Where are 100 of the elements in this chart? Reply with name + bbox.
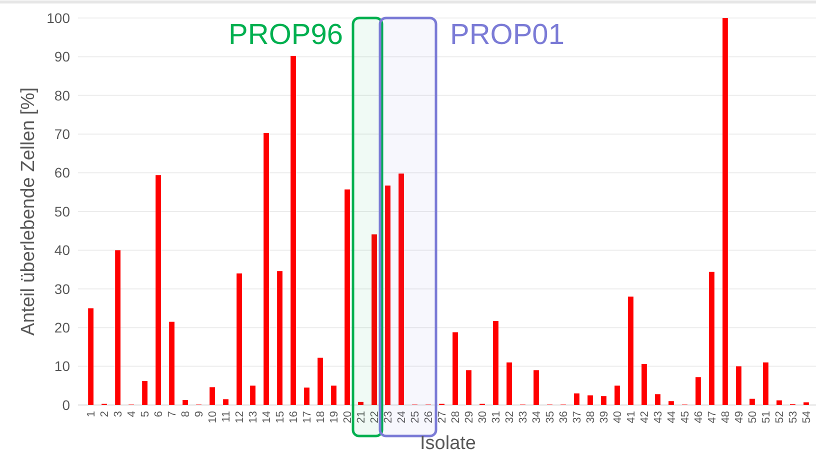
- bar: [804, 402, 809, 405]
- bar: [331, 386, 336, 405]
- bar: [264, 132, 269, 405]
- x-tick-label: 4: [126, 411, 138, 418]
- bar: [601, 396, 606, 405]
- y-tick-label: 30: [54, 280, 70, 297]
- bar: [574, 393, 580, 405]
- x-tick-label: 45: [680, 411, 692, 424]
- x-tick-label: 14: [261, 411, 274, 424]
- y-tick-label: 90: [54, 48, 70, 65]
- x-tick-label: 32: [504, 411, 516, 424]
- x-tick-label: 9: [194, 411, 206, 418]
- bar: [156, 175, 161, 405]
- y-tick-label: 10: [54, 358, 70, 374]
- x-tick-label: 29: [464, 411, 476, 424]
- x-tick-label: 19: [328, 411, 341, 424]
- x-tick-label: 3: [112, 411, 125, 418]
- x-tick-label: 5: [140, 411, 152, 418]
- x-tick-label: 38: [585, 411, 598, 424]
- x-tick-label: 50: [747, 411, 760, 424]
- bar: [452, 332, 458, 405]
- bar: [655, 394, 660, 405]
- x-tick-label: 46: [693, 411, 706, 424]
- x-tick-label: 28: [450, 411, 462, 424]
- x-tick-label: 22: [369, 411, 382, 424]
- x-tick-label: 7: [166, 411, 179, 418]
- x-tick-label: 34: [531, 411, 544, 424]
- x-tick-label: 20: [342, 411, 354, 424]
- bar: [493, 321, 498, 405]
- y-axis-title: Anteil überlebende Zellen [%]: [18, 87, 39, 336]
- x-tick-label: 11: [220, 411, 233, 422]
- x-tick-label: 8: [180, 411, 192, 418]
- bar: [304, 388, 310, 405]
- x-tick-label: 48: [720, 411, 732, 424]
- x-tick-label: 49: [734, 411, 746, 424]
- x-tick-label: 43: [652, 411, 665, 424]
- bar: [236, 273, 242, 405]
- bar: [763, 362, 768, 405]
- y-tick-label: 70: [54, 126, 70, 142]
- x-tick-label: 54: [801, 411, 814, 424]
- x-tick-label: 47: [706, 411, 719, 424]
- bar: [736, 366, 742, 405]
- bar: [750, 398, 755, 405]
- x-tick-label: 15: [274, 411, 287, 424]
- x-tick-label: 25: [410, 411, 422, 424]
- x-tick-label: 37: [572, 411, 584, 424]
- x-tick-label: 40: [612, 411, 624, 424]
- bar: [290, 56, 296, 405]
- bar: [709, 272, 714, 405]
- x-tick-label: 21: [356, 411, 368, 424]
- bar: [614, 386, 620, 405]
- bar: [318, 358, 323, 405]
- bar: [534, 370, 539, 405]
- x-tick-label: 42: [639, 411, 652, 424]
- bar: [223, 399, 228, 405]
- bar: [169, 322, 174, 405]
- x-tick-label: 2: [99, 411, 112, 418]
- y-tick-label: 20: [54, 320, 70, 336]
- x-tick-label: 51: [760, 411, 773, 424]
- x-tick-label: 13: [248, 411, 260, 424]
- x-tick-label: 52: [774, 411, 786, 424]
- x-tick-label: 33: [518, 411, 530, 424]
- bar: [210, 387, 215, 405]
- bar: [358, 402, 364, 405]
- bar: [696, 377, 701, 405]
- band-label: PROP01: [450, 19, 564, 51]
- x-tick-label: 23: [382, 411, 395, 424]
- x-tick-label: 6: [153, 411, 166, 418]
- bar: [277, 271, 282, 405]
- x-tick-label: 41: [626, 411, 638, 424]
- x-tick-label: 26: [423, 411, 436, 424]
- x-tick-label: 44: [666, 411, 678, 424]
- x-tick-label: 12: [234, 411, 246, 424]
- bar: [372, 234, 377, 405]
- x-tick-label: 53: [788, 411, 800, 424]
- y-tick-label: 80: [54, 87, 70, 104]
- y-tick-label: 100: [46, 10, 70, 26]
- bar: [142, 381, 148, 405]
- bar: [182, 400, 188, 405]
- x-tick-label: 27: [436, 411, 449, 424]
- bar: [506, 362, 512, 405]
- x-tick-label: 1: [86, 411, 98, 418]
- bar: [88, 308, 94, 405]
- bar: [642, 364, 647, 405]
- y-tick-label: 60: [54, 164, 70, 181]
- y-tick-label: 40: [54, 242, 70, 258]
- x-tick-label: 17: [302, 411, 314, 424]
- bar: [398, 174, 404, 405]
- x-tick-label: 24: [396, 411, 408, 424]
- x-tick-label: 16: [288, 411, 300, 424]
- band-label: PROP96: [228, 19, 344, 51]
- x-tick-label: 36: [558, 411, 570, 424]
- bar: [344, 189, 350, 405]
- x-tick-label: 10: [207, 411, 220, 424]
- y-tick-label: 50: [54, 203, 70, 220]
- bar: [385, 186, 390, 405]
- bar: [668, 401, 674, 405]
- bar: [115, 250, 120, 405]
- bar: [466, 370, 472, 405]
- x-axis-title: Isolate: [420, 433, 476, 454]
